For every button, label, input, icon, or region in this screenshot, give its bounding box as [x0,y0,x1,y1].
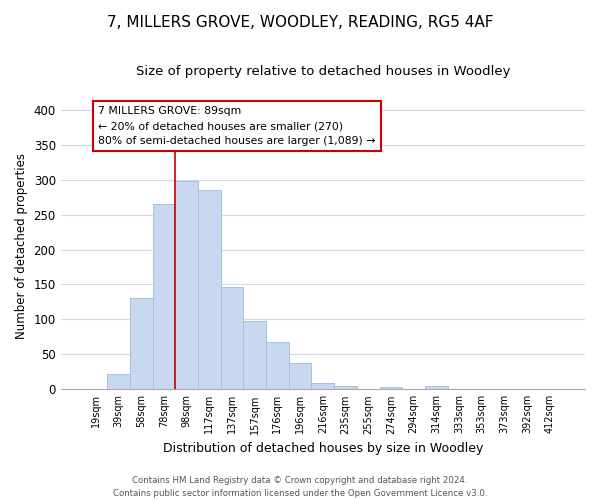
Text: Contains HM Land Registry data © Crown copyright and database right 2024.
Contai: Contains HM Land Registry data © Crown c… [113,476,487,498]
Bar [130,298,152,390]
Bar [175,181,198,390]
Bar [221,286,244,390]
Bar [107,374,130,390]
Text: 7, MILLERS GROVE, WOODLEY, READING, RG5 4AF: 7, MILLERS GROVE, WOODLEY, READING, RG5 … [107,15,493,30]
Bar [266,342,289,390]
Y-axis label: Number of detached properties: Number of detached properties [15,153,28,339]
Bar [380,387,402,390]
Bar [311,383,334,390]
Bar [334,386,357,390]
Title: Size of property relative to detached houses in Woodley: Size of property relative to detached ho… [136,65,510,78]
X-axis label: Distribution of detached houses by size in Woodley: Distribution of detached houses by size … [163,442,483,455]
Bar [152,204,175,390]
Bar [425,386,448,390]
Text: 7 MILLERS GROVE: 89sqm
← 20% of detached houses are smaller (270)
80% of semi-de: 7 MILLERS GROVE: 89sqm ← 20% of detached… [98,106,376,146]
Bar [198,190,221,390]
Bar [244,321,266,390]
Bar [289,364,311,390]
